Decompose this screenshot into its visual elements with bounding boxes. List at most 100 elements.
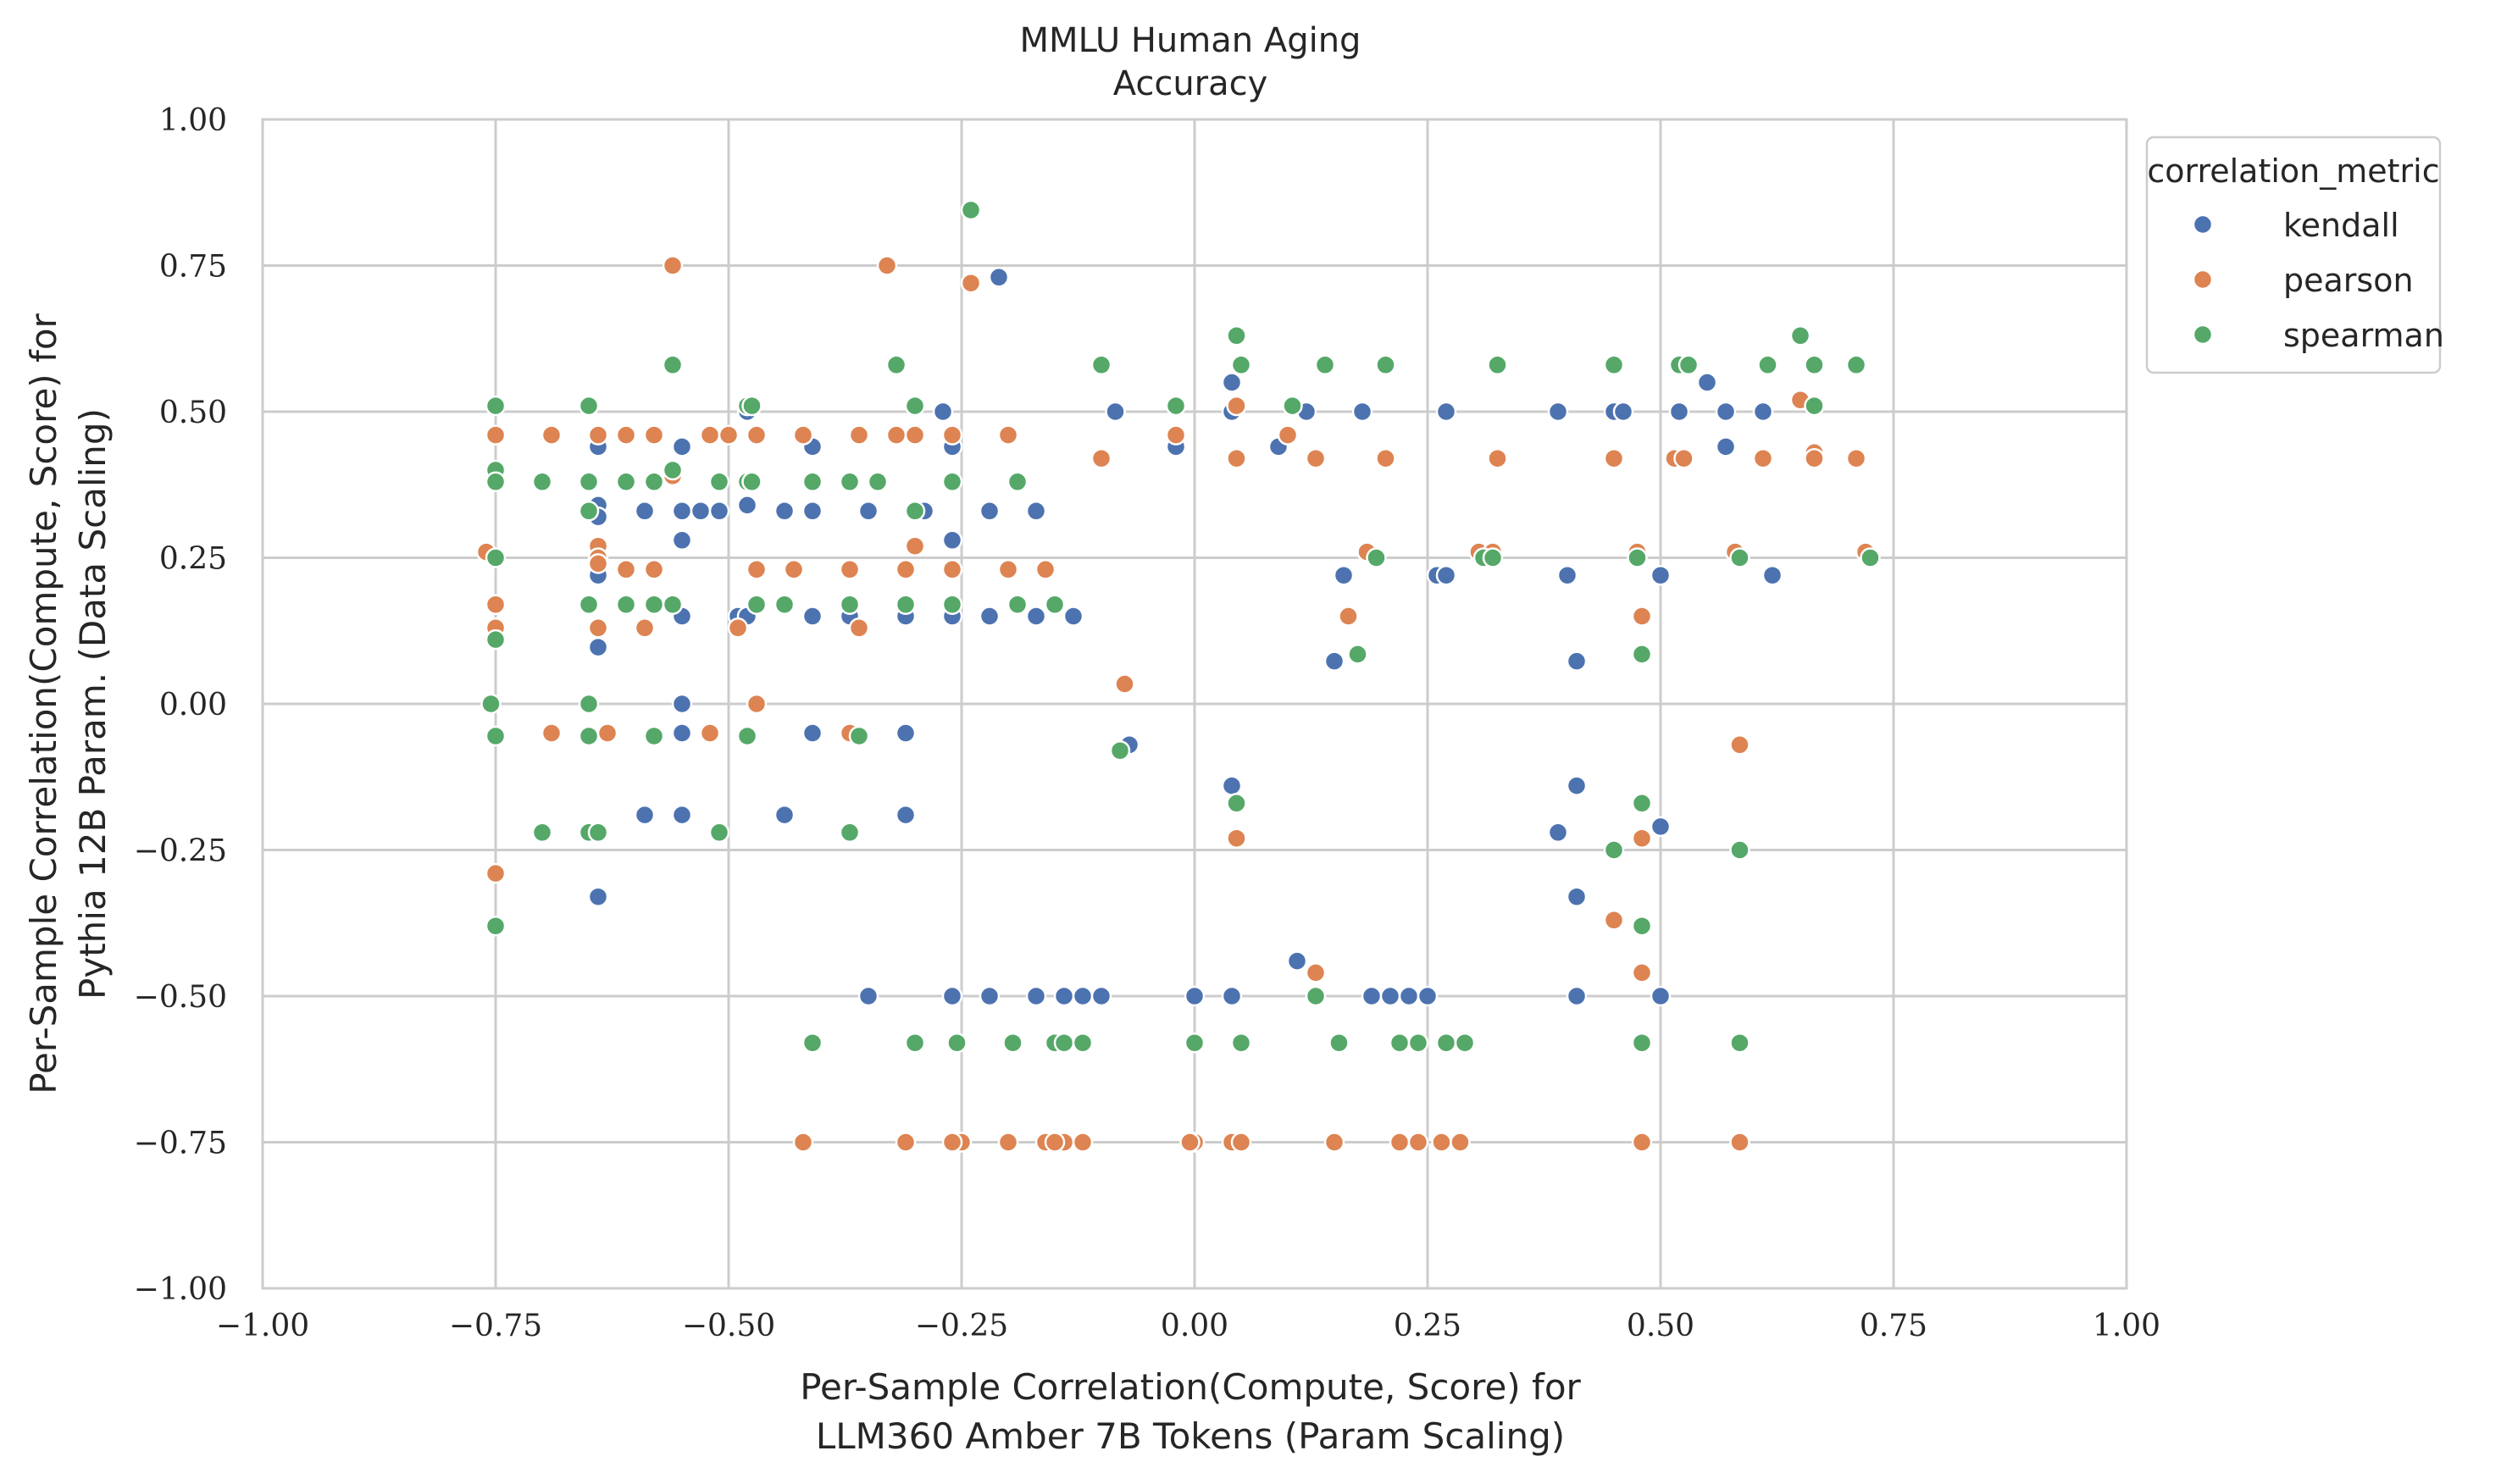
spearman-point: [904, 395, 926, 417]
kendall-point: [1105, 401, 1126, 423]
y-tick-label: −0.50: [134, 980, 227, 1015]
pearson-point: [1603, 910, 1625, 931]
pearson-point: [615, 559, 637, 580]
kendall-point: [1668, 401, 1690, 423]
pearson-point: [485, 594, 507, 615]
pearson-point: [1044, 1132, 1066, 1153]
pearson-point: [1375, 447, 1396, 469]
spearman-point: [848, 725, 870, 747]
spearman-point: [1631, 915, 1653, 937]
pearson-point: [792, 424, 814, 446]
spearman-point: [1165, 395, 1187, 417]
x-tick-label: −1.00: [216, 1309, 309, 1343]
spearman-point: [662, 354, 684, 376]
spearman-point: [1482, 547, 1504, 568]
spearman-point: [736, 725, 758, 747]
legend-label-kendall: kendall: [2283, 207, 2399, 244]
kendall-point: [774, 501, 796, 522]
pearson-point: [587, 553, 609, 574]
pearson-point: [1226, 828, 1247, 849]
spearman-point: [1757, 354, 1778, 376]
spearman-point: [485, 915, 507, 937]
spearman-point: [1389, 1032, 1411, 1054]
spearman-point: [662, 594, 684, 615]
pearson-point: [1072, 1132, 1094, 1153]
spearman-point: [1804, 354, 1825, 376]
kendall-point: [634, 804, 656, 826]
kendall-point: [1090, 985, 1112, 1007]
pearson-point: [1450, 1132, 1471, 1153]
spearman-point: [1729, 547, 1750, 568]
pearson-point: [792, 1132, 814, 1153]
pearson-point: [746, 559, 768, 580]
pearson-point: [848, 617, 870, 639]
y-axis-label: Per-Sample Correlation(Compute, Score) f…: [23, 313, 64, 1094]
x-tick-label: 0.00: [1161, 1309, 1228, 1343]
pearson-point: [1431, 1132, 1452, 1153]
pearson-point: [1407, 1132, 1429, 1153]
pearson-point: [1729, 1132, 1750, 1153]
legend-marker-kendall: [2192, 213, 2214, 235]
series-pearson: [475, 255, 1877, 1153]
pearson-point: [746, 424, 768, 446]
kendall-point: [1566, 651, 1588, 672]
kendall-point: [1650, 985, 1672, 1007]
pearson-point: [596, 723, 618, 744]
pearson-point: [1487, 447, 1508, 469]
series-kendall: [587, 267, 1783, 1007]
y-tick-label: 0.50: [159, 396, 227, 430]
spearman-point: [1627, 547, 1648, 568]
pearson-point: [941, 1132, 963, 1153]
pearson-point: [1729, 734, 1750, 756]
spearman-point: [531, 471, 553, 493]
pearson-point: [643, 424, 665, 446]
legend-marker-spearman: [2192, 324, 2214, 346]
spearman-point: [485, 725, 507, 747]
kendall-point: [979, 501, 1001, 522]
pearson-point: [662, 255, 684, 276]
kendall-point: [1323, 651, 1345, 672]
kendall-point: [736, 495, 758, 516]
kendall-point: [587, 636, 609, 658]
kendall-point: [671, 501, 693, 522]
kendall-point: [1062, 606, 1084, 627]
plot-frame: [261, 118, 2128, 1290]
spearman-point: [615, 594, 637, 615]
pearson-point: [941, 424, 963, 446]
spearman-point: [946, 1032, 968, 1054]
spearman-point: [1053, 1032, 1075, 1054]
y-axis-label-line2: Pythia 12B Param. (Data Scaling): [72, 408, 114, 999]
spearman-point: [895, 594, 917, 615]
pearson-point: [1230, 1132, 1252, 1153]
chart-subtitle: Accuracy: [1113, 64, 1268, 103]
pearson-point: [1034, 559, 1056, 580]
pearson-point: [848, 424, 870, 446]
legend-marker-pearson: [2192, 269, 2214, 291]
pearson-point: [1631, 1132, 1653, 1153]
kendall-point: [1715, 436, 1737, 457]
kendall-point: [1333, 564, 1355, 586]
y-tick-label: 0.75: [159, 250, 227, 285]
pearson-point: [997, 1132, 1019, 1153]
spearman-point: [746, 594, 768, 615]
spearman-point: [578, 725, 600, 747]
kendall-point: [1547, 822, 1569, 844]
spearman-point: [615, 471, 637, 493]
pearson-point: [904, 535, 926, 556]
spearman-point: [1631, 644, 1653, 665]
spearman-point: [1230, 1032, 1252, 1054]
spearman-point: [1006, 471, 1029, 493]
legend: correlation_metric kendall pearson spearma…: [2145, 136, 2444, 374]
spearman-point: [741, 395, 762, 417]
kendall-point: [1566, 775, 1588, 796]
kendall-point: [774, 804, 796, 826]
x-tick-label: −0.75: [449, 1309, 542, 1343]
pearson-point: [895, 559, 917, 580]
pearson-point: [997, 559, 1019, 580]
pearson-point: [1226, 447, 1247, 469]
pearson-point: [1631, 606, 1653, 627]
kendall-point: [932, 401, 954, 423]
spearman-point: [1347, 644, 1368, 665]
kendall-point: [895, 804, 917, 826]
